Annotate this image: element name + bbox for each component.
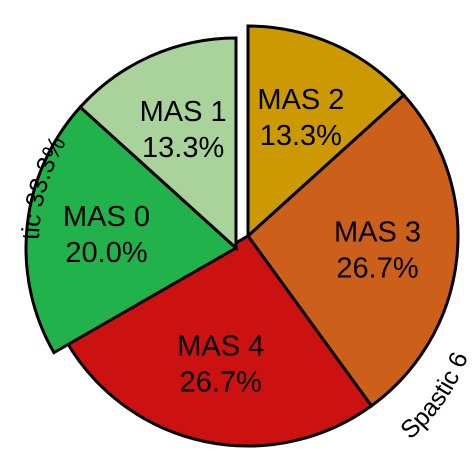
pie-slice-mas-3 [245, 93, 460, 408]
pie-slices [24, 24, 460, 448]
slice-percent-mas-2: 13.3% [260, 120, 342, 152]
slice-label-mas-4: MAS 4 [177, 330, 264, 362]
slice-label-mas-3: MAS 3 [334, 216, 421, 248]
pie-labels: MAS 2 13.3% MAS 3 26.7% MAS 4 26.7% MAS 0 20.0%… [63, 84, 421, 398]
slice-label-mas-1: MAS 1 [140, 96, 227, 128]
pie-slice-mas-2 [246, 24, 406, 240]
slice-percent-mas-3: 26.7% [336, 252, 418, 284]
pie-slice-mas-0 [24, 105, 239, 355]
slice-label-mas-0: MAS 0 [63, 201, 150, 233]
slice-percent-mas-0: 20.0% [65, 237, 147, 269]
slice-label-mas-2: MAS 2 [257, 84, 344, 116]
slice-percent-mas-4: 26.7% [180, 366, 262, 398]
pie-slice-mas-1 [78, 36, 238, 252]
pie-slice-mas-4 [63, 234, 374, 448]
slice-percent-mas-1: 13.3% [142, 132, 224, 164]
